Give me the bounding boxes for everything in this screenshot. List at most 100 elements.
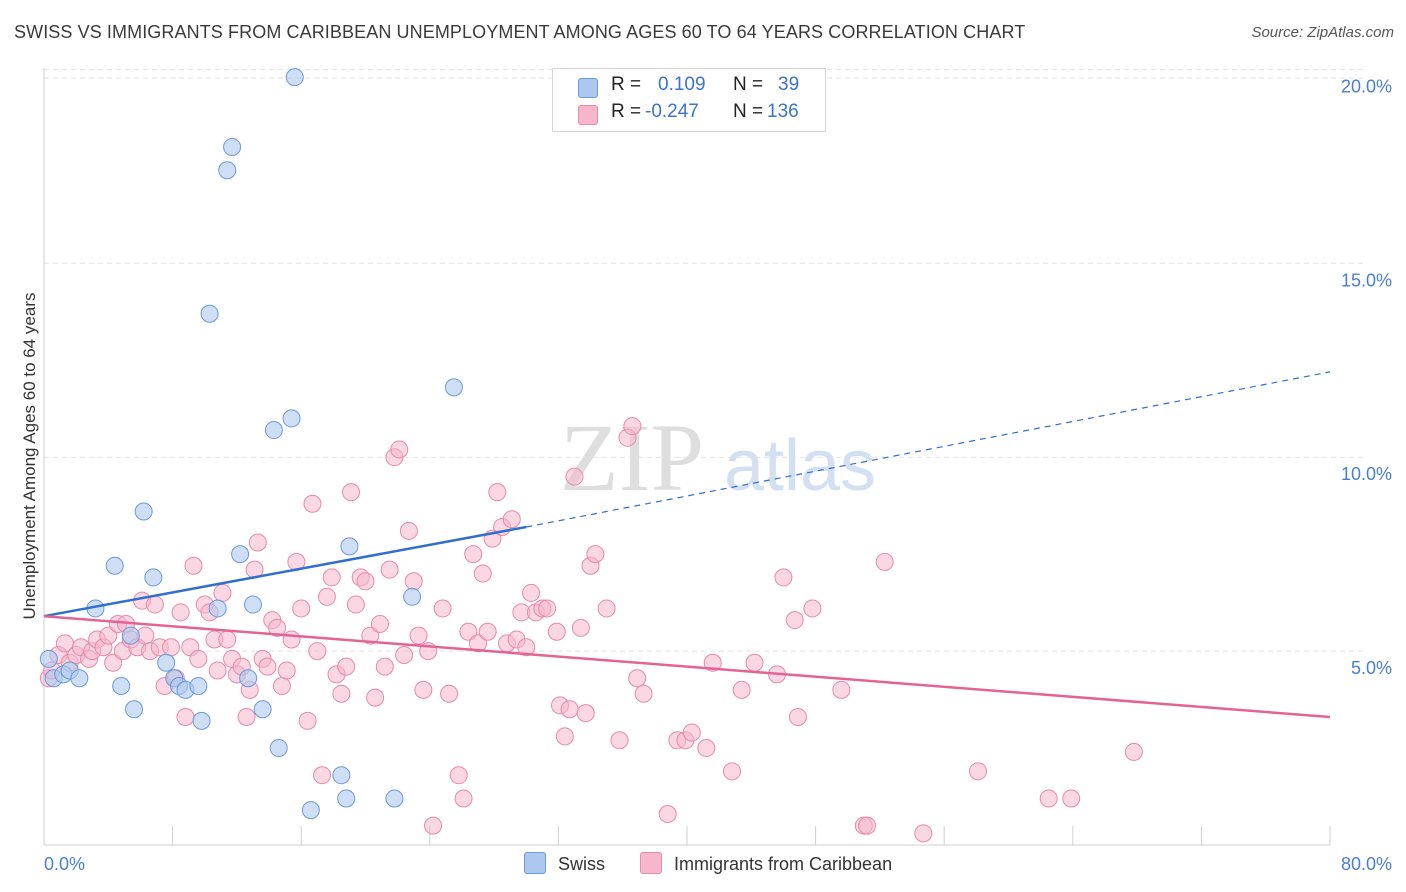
caribbean-point <box>788 708 807 727</box>
swiss-point <box>332 766 351 785</box>
correlation-legend: R = 0.109 N = 39 R = -0.247 N = 136 <box>552 68 826 132</box>
caribbean-point <box>610 731 629 750</box>
caribbean-point <box>258 657 277 676</box>
caribbean-point <box>370 614 389 633</box>
caribbean-point <box>237 708 256 727</box>
caribbean-point <box>176 708 195 727</box>
chart-title: SWISS VS IMMIGRANTS FROM CARIBBEAN UNEMP… <box>14 22 1026 42</box>
swiss-point <box>39 649 58 668</box>
caribbean-point <box>361 626 380 645</box>
swiss-point <box>134 502 153 521</box>
caribbean-point <box>469 634 488 653</box>
caribbean-point <box>292 599 311 618</box>
caribbean-point <box>375 657 394 676</box>
caribbean-point <box>723 762 742 781</box>
swiss-point <box>125 700 144 719</box>
caribbean-point <box>161 638 180 657</box>
swiss-point <box>192 711 211 730</box>
caribbean-point <box>433 599 452 618</box>
caribbean-point <box>478 622 497 641</box>
caribbean-point <box>218 630 237 649</box>
caribbean-point <box>473 564 492 583</box>
legend-label-swiss: Swiss <box>558 854 606 874</box>
caribbean-point <box>1062 789 1081 808</box>
swiss-point <box>239 669 258 688</box>
swiss-point <box>208 599 227 618</box>
watermark-atlas: atlas <box>724 426 876 506</box>
x-tick-label: 80.0% <box>1341 854 1392 874</box>
caribbean-point <box>404 572 423 591</box>
y-tick-label: 20.0% <box>1341 76 1392 96</box>
caribbean-point <box>703 653 722 672</box>
caribbean-point <box>586 545 605 564</box>
caribbean-point <box>914 824 933 843</box>
caribbean-points <box>39 417 1143 843</box>
caribbean-point <box>565 467 584 486</box>
caribbean-point <box>399 521 418 540</box>
watermark: ZIP atlas <box>560 404 876 511</box>
caribbean-point <box>1039 789 1058 808</box>
swiss-point <box>337 789 356 808</box>
caribbean-point <box>317 587 336 606</box>
caribbean-point <box>555 727 574 746</box>
caribbean-point <box>308 642 327 661</box>
legend-r-label: R = <box>611 101 642 122</box>
swiss-point <box>218 161 237 180</box>
caribbean-point <box>322 568 341 587</box>
tick-labels: 5.0% 10.0% 15.0% 20.0% 0.0% 80.0% <box>44 76 1392 874</box>
caribbean-point <box>576 704 595 723</box>
swiss-trend-line <box>43 525 527 618</box>
legend-n-label: N = <box>733 74 764 95</box>
swiss-point <box>189 677 208 695</box>
caribbean-point <box>342 483 361 502</box>
caribbean-point <box>832 680 851 699</box>
caribbean-point <box>99 626 118 645</box>
swiss-point <box>403 587 422 606</box>
swiss-point <box>144 568 163 587</box>
legend-r-value: 0.109 <box>658 74 706 95</box>
swiss-point <box>282 409 301 428</box>
caribbean-point <box>268 618 287 637</box>
caribbean-point <box>803 599 822 618</box>
caribbean-point <box>560 700 579 719</box>
caribbean-point <box>547 622 566 641</box>
swiss-point <box>200 304 219 323</box>
swiss-point <box>157 653 176 672</box>
legend-label-caribbean: Immigrants from Caribbean <box>674 854 893 874</box>
swiss-point <box>105 556 124 575</box>
caribbean-point <box>277 661 296 680</box>
swiss-point <box>301 801 320 820</box>
trend-lines <box>43 371 1331 719</box>
legend-item-swiss: Swiss <box>524 852 605 875</box>
caribbean-point <box>628 669 647 688</box>
swiss-point <box>253 700 272 719</box>
legend-swatch-caribbean <box>578 105 598 125</box>
x-tick-label: 0.0% <box>44 854 85 874</box>
caribbean-point <box>1124 742 1143 761</box>
caribbean-point <box>459 622 478 641</box>
caribbean-point <box>658 804 677 823</box>
caribbean-point <box>356 572 375 591</box>
caribbean-point <box>272 677 291 695</box>
caribbean-point <box>208 661 227 680</box>
caribbean-point <box>298 711 317 730</box>
caribbean-point <box>502 510 521 529</box>
swiss-point <box>285 68 304 87</box>
legend-r-label: R = <box>611 74 642 95</box>
y-axis-label: Unemployment Among Ages 60 to 64 years <box>20 292 39 620</box>
caribbean-point <box>395 645 414 664</box>
caribbean-point <box>774 568 793 587</box>
y-tick-label: 5.0% <box>1351 658 1392 678</box>
caribbean-point <box>213 583 232 602</box>
caribbean-point <box>366 688 385 707</box>
caribbean-point <box>145 595 164 614</box>
caribbean-point <box>634 684 653 703</box>
caribbean-point <box>858 816 877 835</box>
caribbean-point <box>785 611 804 630</box>
swiss-point <box>70 669 89 688</box>
caribbean-point <box>380 560 399 579</box>
caribbean-point <box>303 494 322 513</box>
caribbean-point <box>313 766 332 785</box>
y-tick-label: 15.0% <box>1341 270 1392 290</box>
legend-swatch-swiss <box>524 852 546 874</box>
